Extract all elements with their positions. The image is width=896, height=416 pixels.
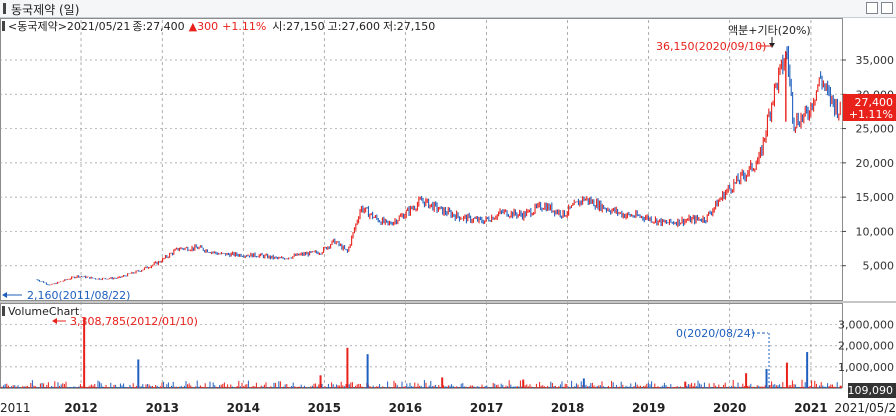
open-label: 시:27,150 [272,20,324,33]
x-tick-label: 2012 [64,401,97,415]
min-price-arrow-head [2,292,7,298]
event-annotation: 액분+기타(20%) [728,24,811,37]
stock-label: <동국제약>2021/05/21 [8,19,130,33]
panel-handle-icon[interactable] [3,3,6,14]
price-tick-label: 15,000 [856,191,895,204]
x-tick-label: 2019 [632,401,665,415]
min-price-annotation: 2,160(2011/08/22) [27,289,130,302]
price-tick-label: 35,000 [856,54,895,67]
volume-peak-bar [582,378,585,388]
volume-peak-bar [785,362,788,388]
volume-peak-bar [319,375,322,388]
max-price-annotation: 36,150(2020/09/10) [656,40,766,53]
price-tick-label: 25,000 [856,123,895,136]
price-panel-frame [0,18,843,301]
current-volume-box [848,383,896,398]
x-tick-label: 2021 [794,401,827,415]
close-button[interactable] [881,2,893,14]
current-volume: 109,090 [848,384,894,397]
volume-peak-bar [522,379,525,388]
volume-peak-bar [83,318,86,388]
volume-handle-icon[interactable] [2,306,5,316]
max-volume-annotation: 3,308,785(2012/01/10) [70,315,198,328]
x-tick-label: 2021/05/2 [834,401,896,415]
volume-peak-bar [684,381,687,388]
x-tick-label: 2015 [308,401,341,415]
current-price-box [843,94,896,121]
change-pct-label: +1.11% [222,20,266,33]
x-tick-label: 2016 [389,401,422,415]
price-tick-label: 5,000 [863,260,895,273]
grid-lines [0,20,842,388]
volume-peak-bar [366,354,369,388]
volume-peak-bar [806,352,809,388]
zero-volume-annotation: 0(2020/08/24) [676,327,755,340]
window-titlebar: 동국제약 (일) [0,0,896,18]
current-price: 27,400 [855,96,894,109]
x-tick-label: 2014 [227,401,260,415]
close-label: 종:27,400 [132,20,184,33]
x-tick-label: 2011 [0,401,31,415]
volume-peak-bar [745,373,748,388]
volume-tick-label: 1,000,000 [838,361,894,374]
x-axis-ticks: 2011 2012 2013 2014 2015 2016 2017 2018 2019 2020… [0,401,896,415]
stock-chart: 5,00010,00015,00020,00025,00030,00035,00… [0,18,896,415]
price-tick-label: 10,000 [856,225,895,238]
volume-peak-bar [765,368,768,388]
series-handle-icon[interactable] [2,21,5,31]
x-tick-label: 2020 [713,401,746,415]
x-tick-label: 2017 [470,401,503,415]
volume-series [1,318,842,388]
volume-peak-bar [137,359,140,388]
x-tick-label: 2013 [146,401,179,415]
volume-peak-bar [346,347,349,388]
volume-title: VolumeChart [8,305,80,318]
max-volume-arrow-head [52,318,57,324]
volume-tick-label: 2,000,000 [838,340,894,353]
current-price-pct: +1.11% [849,108,893,121]
settings-button[interactable] [866,2,878,14]
low-label: 저:27,150 [383,20,435,33]
y-axis-ticks: 5,00010,00015,00020,00025,00030,00035,00… [838,54,894,374]
x-tick-label: 2018 [551,401,584,415]
price-series [36,45,841,286]
window-title: 동국제약 (일) [11,3,80,17]
svg-text:<동국제약>2021/05/21종:27,400▲300+1: <동국제약>2021/05/21 종:27,400 ▲300 +1.11% 시:27,1… [8,19,435,33]
volume-tick-label: 3,000,000 [838,319,894,332]
volume-peak-bar [839,385,842,388]
change-label: ▲300 [189,20,218,33]
volume-peak-bar [441,377,444,388]
high-label: 고:27,600 [328,20,380,33]
price-tick-label: 20,000 [856,157,895,170]
